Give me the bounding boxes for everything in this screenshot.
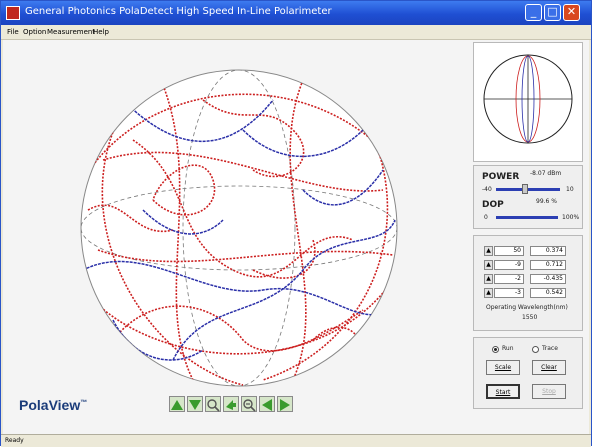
control-panel: Run Trace Scale Clear Start Stop [473, 337, 583, 409]
wavelength-value: 1550 [522, 314, 538, 321]
scale-button[interactable]: Scale [486, 360, 520, 375]
value-s3: -0.435 [530, 274, 566, 284]
status-bar: Ready [1, 434, 591, 447]
rotate-left-icon[interactable] [259, 396, 275, 412]
pan-icon[interactable] [223, 396, 239, 412]
polarization-ellipse-plot [483, 54, 573, 144]
power-slider-track [496, 188, 560, 191]
value-s1: 0.374 [530, 246, 566, 256]
poincare-sphere[interactable] [3, 40, 473, 434]
value-s4: 0.542 [530, 288, 566, 298]
menu-help[interactable]: Help [93, 28, 109, 36]
brand-trademark: ™ [80, 399, 88, 407]
menu-option[interactable]: Option [23, 28, 47, 36]
poincare-sphere-view[interactable] [3, 40, 473, 434]
sphere-meridian [182, 70, 296, 386]
power-min: -40 [482, 186, 492, 193]
maximize-button[interactable]: □ [544, 4, 561, 21]
status-text: Ready [5, 437, 24, 444]
zoom-out-icon[interactable] [241, 396, 257, 412]
power-value: -8.07 dBm [530, 170, 562, 177]
dop-value: 99.6 % [536, 198, 557, 205]
menu-bar: File Option Measurement Help [1, 25, 591, 40]
dop-level-bar [496, 216, 558, 219]
spin-s3[interactable]: ▲ [484, 274, 493, 284]
radio-run[interactable] [492, 346, 499, 353]
dop-max: 100% [562, 214, 580, 221]
spin-s2[interactable]: ▲ [484, 260, 493, 270]
sphere-outline [80, 69, 398, 387]
spin-s1[interactable]: ▲ [484, 246, 493, 256]
dop-label: DOP [482, 200, 504, 210]
app-icon [6, 6, 20, 20]
power-max: 10 [566, 186, 574, 193]
setting-s1[interactable]: 50 [494, 246, 524, 256]
wavelength-label: Operating Wavelength(nm) [486, 304, 568, 311]
power-slider-thumb[interactable] [522, 184, 528, 194]
start-button[interactable]: Start [486, 384, 520, 399]
sphere-equator [81, 185, 397, 271]
main-area: POWER -8.07 dBm -40 10 DOP 99.6 % 0 100%… [3, 40, 589, 434]
stokes-panel: ▲ 50 0.374 ▲ -9 0.712 ▲ -2 -0.435 ▲ -3 0… [473, 235, 583, 331]
rotate-up-icon[interactable] [169, 396, 185, 412]
radio-trace[interactable] [532, 346, 539, 353]
polarization-ellipse-view [473, 42, 583, 162]
setting-s4[interactable]: -3 [494, 288, 524, 298]
power-dop-panel: POWER -8.07 dBm -40 10 DOP 99.6 % 0 100% [473, 165, 583, 229]
window-title: General Photonics PolaDetect High Speed … [25, 6, 332, 17]
dop-min: 0 [484, 214, 488, 221]
brand-name: PolaView [19, 397, 81, 413]
setting-s3[interactable]: -2 [494, 274, 524, 284]
rotate-down-icon[interactable] [187, 396, 203, 412]
setting-s2[interactable]: -9 [494, 260, 524, 270]
stop-button[interactable]: Stop [532, 384, 566, 399]
menu-file[interactable]: File [7, 28, 19, 36]
value-s2: 0.712 [530, 260, 566, 270]
power-label: POWER [482, 172, 520, 182]
radio-run-label: Run [502, 345, 514, 352]
spin-s4[interactable]: ▲ [484, 288, 493, 298]
red-trace [82, 79, 394, 386]
rotate-right-icon[interactable] [277, 396, 293, 412]
radio-trace-label: Trace [542, 345, 558, 352]
title-bar[interactable]: General Photonics PolaDetect High Speed … [1, 1, 591, 25]
menu-measurement[interactable]: Measurement [47, 28, 96, 36]
polaview-logo: PolaView™ [19, 397, 87, 413]
clear-button[interactable]: Clear [532, 360, 566, 375]
minimize-button[interactable]: _ [525, 4, 542, 21]
zoom-in-icon[interactable] [205, 396, 221, 412]
blue-trace [82, 99, 396, 361]
close-button[interactable]: ✕ [563, 4, 580, 21]
